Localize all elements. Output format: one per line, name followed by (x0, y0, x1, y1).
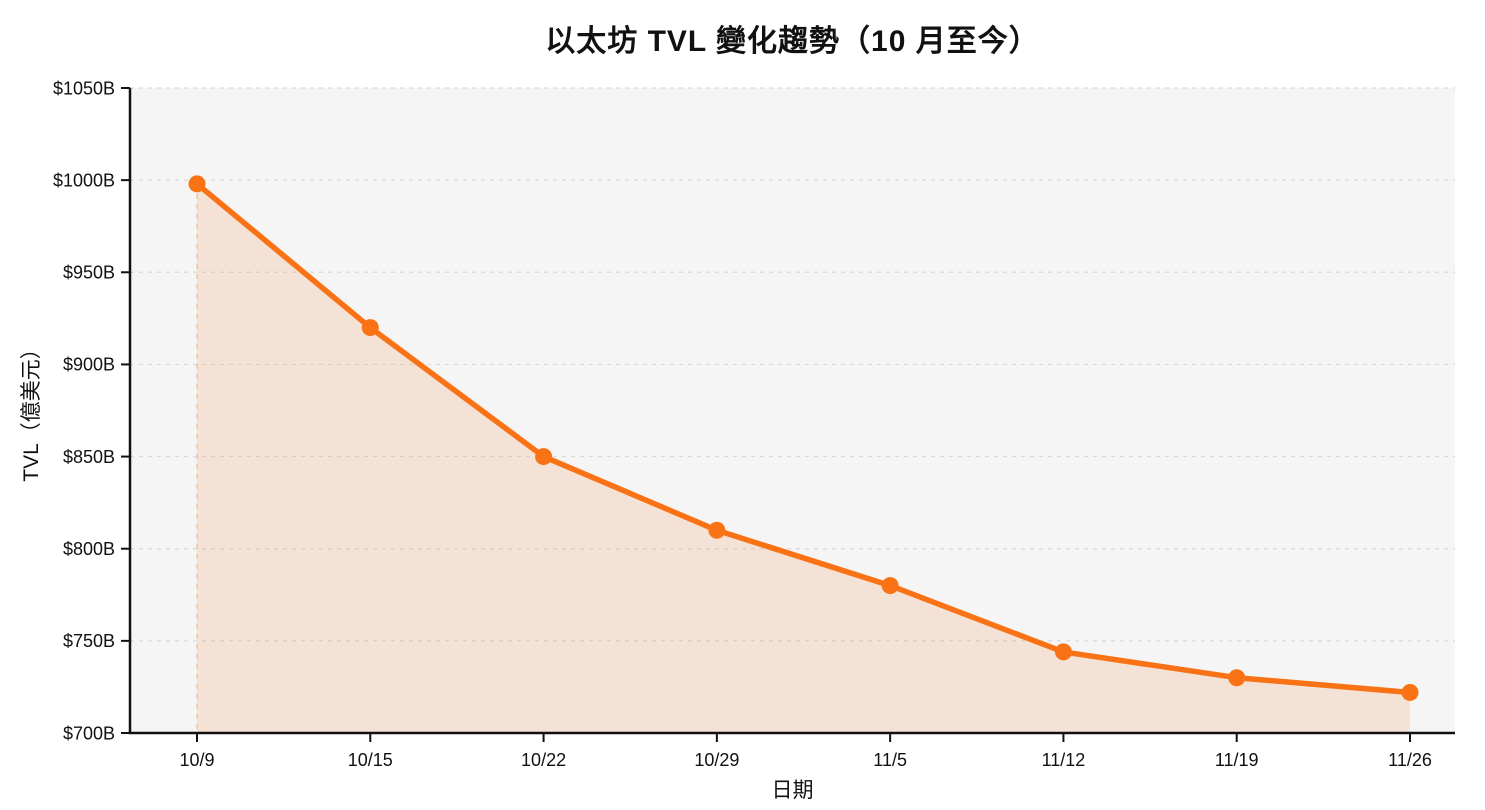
chart-line (194, 181, 1413, 696)
x-tick-label: 10/22 (521, 750, 566, 770)
data-point (188, 175, 206, 193)
plot-background (130, 88, 1455, 733)
data-point (1228, 669, 1246, 687)
x-tick-label: 11/12 (1042, 750, 1086, 770)
x-axis-label: 日期 (771, 779, 814, 802)
data-point (1401, 683, 1419, 701)
x-tick-label: 10/15 (348, 750, 393, 770)
y-axis-label: TVL（億美元） (20, 338, 43, 482)
data-point (361, 319, 379, 337)
data-point (1054, 643, 1072, 661)
data-point (535, 448, 553, 466)
y-tick-label: $1050B (53, 78, 115, 98)
y-tick-label: $700B (63, 723, 115, 743)
x-tick-label: 11/5 (873, 750, 907, 770)
x-tick-label: 11/26 (1388, 750, 1432, 770)
y-tick-label: $800B (63, 539, 115, 559)
y-tick-label: $850B (63, 447, 115, 467)
y-tick-label: $750B (63, 631, 115, 651)
data-point (708, 521, 726, 539)
x-tick-label: 11/19 (1215, 750, 1259, 770)
x-tick-label: 10/29 (694, 750, 739, 770)
area-fill (197, 183, 1410, 734)
data-point (881, 577, 899, 595)
y-tick-label: $900B (63, 355, 115, 375)
y-tick-label: $950B (63, 263, 115, 283)
chart-title: 以太坊 TVL 變化趨勢（10 月至今） (545, 25, 1040, 58)
x-tick-label: 10/9 (179, 750, 214, 770)
y-tick-label: $1000B (53, 170, 115, 190)
